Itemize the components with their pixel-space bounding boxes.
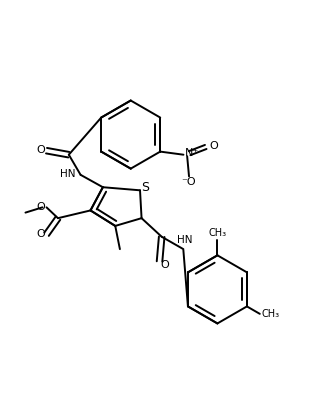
Text: O: O	[209, 141, 218, 151]
Text: O: O	[36, 229, 45, 239]
Text: O: O	[161, 260, 169, 270]
Text: O: O	[37, 202, 45, 212]
Text: HN: HN	[59, 169, 75, 178]
Text: O: O	[36, 145, 45, 155]
Text: S: S	[142, 181, 150, 194]
Text: CH₃: CH₃	[261, 309, 280, 319]
Text: ⁻O: ⁻O	[182, 177, 196, 187]
Text: HN: HN	[177, 235, 192, 245]
Text: CH₃: CH₃	[208, 228, 226, 238]
Text: N⁺: N⁺	[185, 149, 200, 158]
